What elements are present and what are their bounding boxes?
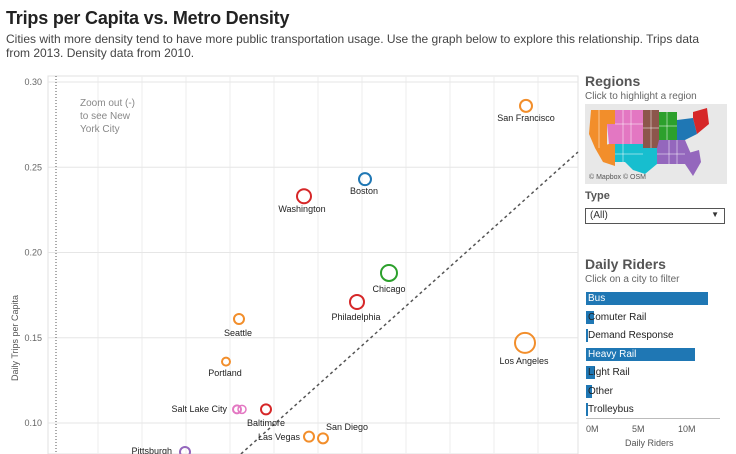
- region-west: [589, 110, 615, 148]
- region-texas: [625, 148, 657, 174]
- daily-riders-label: Heavy Rail: [588, 348, 637, 360]
- y-tick-label: 0.30: [24, 77, 42, 87]
- region-northeast: [693, 108, 709, 134]
- point-label-washington: Washington: [278, 204, 325, 214]
- map-credit: © Mapbox © OSM: [589, 173, 646, 181]
- y-tick-label: 0.20: [24, 248, 42, 258]
- daily-riders-label: Comuter Rail: [588, 311, 647, 323]
- daily-riders-label: Demand Response: [588, 330, 674, 341]
- y-tick-label: 0.15: [24, 333, 42, 343]
- point-label-san-francisco: San Francisco: [497, 113, 555, 123]
- page-title: Trips per Capita vs. Metro Density: [6, 8, 290, 28]
- point-washington[interactable]: [296, 188, 312, 205]
- daily-riders-label: Other: [588, 385, 614, 397]
- daily-riders-bar: [586, 384, 593, 398]
- y-axis-label: Daily Trips per Capita: [10, 295, 20, 381]
- daily-riders-bar: [586, 310, 595, 324]
- point-chicago[interactable]: [380, 263, 398, 282]
- daily-riders-row-light-rail[interactable]: Light Rail: [585, 364, 725, 380]
- page-subtitle: Cities with more density tend to have mo…: [6, 32, 700, 60]
- daily-riders-subtitle: Click on a city to filter: [585, 274, 680, 285]
- point-label-las-vegas: Las Vegas: [258, 432, 301, 442]
- point-seattle[interactable]: [233, 312, 245, 325]
- zoom-annotation-line: Zoom out (-): [80, 98, 135, 109]
- region-southeast: [685, 150, 701, 176]
- point-label-chicago: Chicago: [372, 284, 405, 294]
- daily-riders-tick: 10M: [678, 424, 696, 434]
- point-salt-lake-city-secondary: [237, 404, 247, 415]
- point-label-los-angeles: Los Angeles: [499, 356, 549, 366]
- daily-riders-row-comuter-rail[interactable]: Comuter Rail: [585, 309, 725, 325]
- chevron-down-icon: ▼: [711, 210, 719, 219]
- point-salt-lake-city[interactable]: [232, 404, 242, 415]
- point-label-san-diego: San Diego: [326, 422, 368, 432]
- daily-riders-row-demand-response[interactable]: Demand Response: [585, 327, 725, 343]
- point-baltimore[interactable]: [260, 403, 272, 416]
- daily-riders-axis-label: Daily Riders: [625, 438, 674, 448]
- region-south: [657, 140, 691, 164]
- point-los-angeles[interactable]: [514, 331, 536, 354]
- daily-riders-label: Trolleybus: [588, 404, 634, 415]
- point-san-francisco[interactable]: [519, 98, 533, 113]
- daily-riders-bar: [586, 329, 588, 342]
- daily-riders-row-bus[interactable]: Bus: [585, 290, 725, 306]
- daily-riders-row-heavy-rail[interactable]: Heavy Rail: [585, 346, 725, 362]
- daily-riders-bar: [586, 347, 695, 361]
- point-label-baltimore: Baltimore: [247, 418, 285, 428]
- zoom-annotation-line: York City: [80, 124, 120, 135]
- point-philadelphia[interactable]: [349, 293, 365, 310]
- regions-subtitle: Click to highlight a region: [585, 91, 697, 102]
- region-map[interactable]: © Mapbox © OSM: [585, 104, 727, 184]
- y-tick-label: 0.10: [24, 418, 42, 428]
- point-label-portland: Portland: [208, 368, 242, 378]
- daily-riders-axis-line: [586, 418, 720, 419]
- point-las-vegas[interactable]: [303, 430, 315, 443]
- daily-riders-bar: [586, 366, 596, 379]
- point-label-salt-lake-city: Salt Lake City: [171, 404, 227, 414]
- type-filter-label: Type: [585, 190, 610, 202]
- type-filter-value: (All): [590, 210, 608, 221]
- point-label-philadelphia: Philadelphia: [331, 312, 380, 322]
- regions-title: Regions: [585, 73, 641, 89]
- daily-riders-tick: 5M: [632, 424, 645, 434]
- point-label-boston: Boston: [350, 186, 378, 196]
- daily-riders-tick: 0M: [586, 424, 599, 434]
- daily-riders-bar: [586, 292, 708, 305]
- point-portland[interactable]: [221, 356, 231, 367]
- plot-frame: [47, 75, 579, 454]
- daily-riders-title: Daily Riders: [585, 256, 666, 272]
- point-label-seattle: Seattle: [224, 328, 252, 338]
- point-label-pittsburgh: Pittsburgh: [131, 446, 172, 454]
- daily-riders-bar: [586, 403, 589, 416]
- point-boston[interactable]: [358, 172, 372, 187]
- y-tick-label: 0.25: [24, 162, 42, 172]
- region-southwest: [595, 144, 615, 166]
- point-san-diego[interactable]: [317, 432, 329, 445]
- daily-riders-row-trolleybus[interactable]: Trolleybus: [585, 401, 725, 417]
- daily-riders-label: Light Rail: [588, 367, 630, 378]
- region-mountain: [607, 110, 643, 144]
- zoom-annotation-line: to see New: [80, 111, 131, 122]
- type-filter-dropdown[interactable]: (All) ▼: [585, 208, 725, 224]
- daily-riders-label: Bus: [588, 293, 606, 304]
- trend-line: [239, 151, 579, 454]
- point-pittsburgh[interactable]: [179, 445, 191, 454]
- daily-riders-row-other[interactable]: Other: [585, 383, 725, 399]
- region-mid-atlantic: [677, 118, 697, 140]
